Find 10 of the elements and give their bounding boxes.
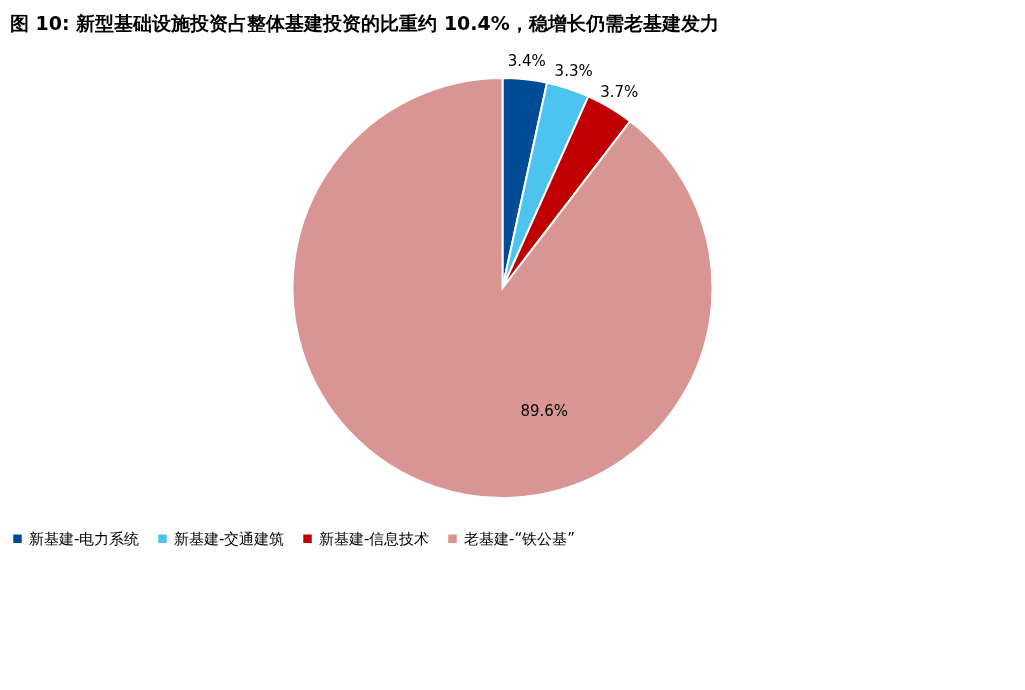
data-label: 3.3% [554, 62, 593, 81]
pie-slice [291, 77, 714, 499]
legend-label: 新基建-电力系统 [29, 529, 140, 548]
data-label: 89.6% [520, 402, 569, 421]
legend-label: 新基建-交通建筑 [174, 529, 285, 548]
data-label: 3.7% [600, 83, 639, 102]
legend-label: 老基建-“铁公基” [464, 529, 575, 548]
legend-label: 新基建-信息技术 [319, 529, 430, 548]
chart-title: 图 10: 新型基础设施投资占整体基建投资的比重约 10.4%，稳增长仍需老基建发力 [10, 12, 719, 35]
data-label: 3.4% [507, 52, 546, 71]
